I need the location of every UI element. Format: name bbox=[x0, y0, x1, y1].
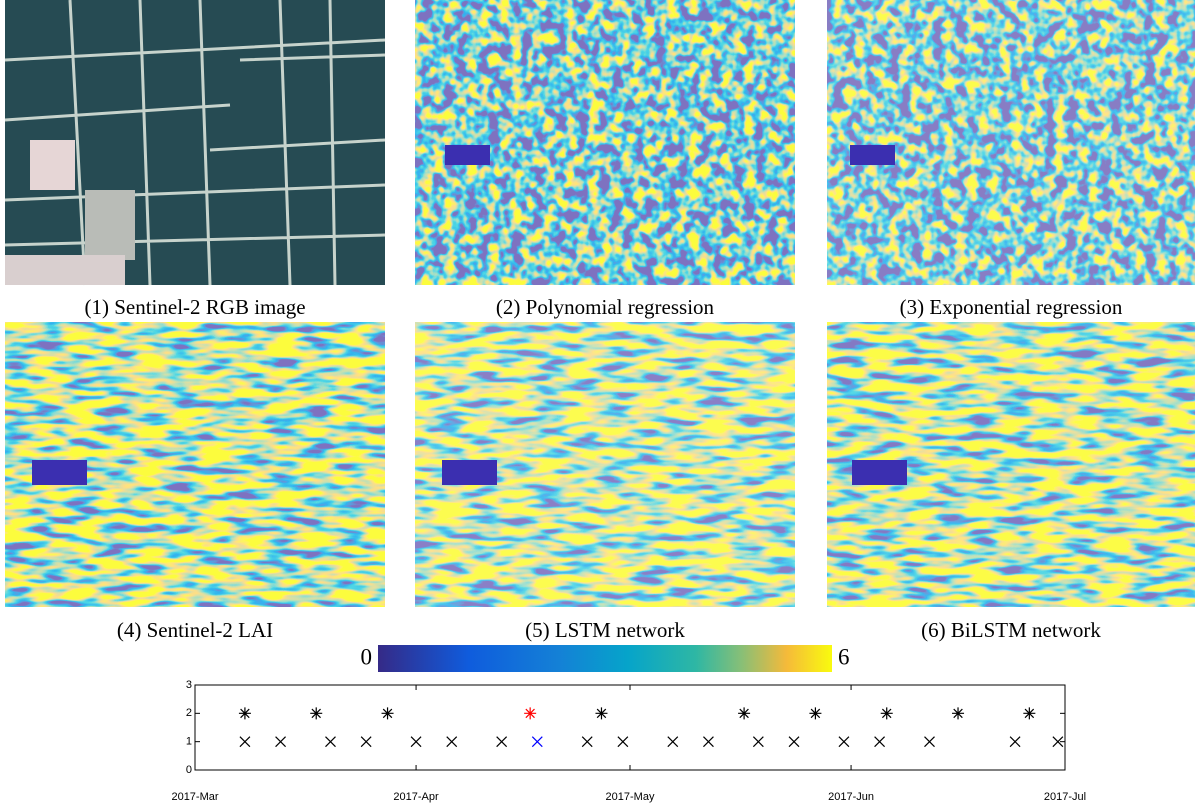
x-tick-label: 2017-Jul bbox=[1044, 791, 1086, 803]
data-point bbox=[881, 707, 893, 719]
caption: (3) Exponential regression bbox=[900, 295, 1123, 319]
data-point bbox=[382, 707, 394, 719]
x-tick-label: 2017-Jun bbox=[828, 791, 874, 803]
heatmap-bilstm bbox=[827, 322, 1195, 607]
y-tick-label: 3 bbox=[186, 679, 192, 691]
colorbar bbox=[378, 645, 832, 672]
data-point bbox=[524, 707, 536, 719]
x-tick-label: 2017-Apr bbox=[393, 791, 439, 803]
data-point bbox=[1023, 707, 1035, 719]
rgb-image bbox=[5, 0, 385, 285]
heatmap-polynomial bbox=[415, 0, 795, 285]
data-point bbox=[809, 707, 821, 719]
caption: (1) Sentinel-2 RGB image bbox=[84, 295, 305, 319]
plot-area bbox=[195, 685, 1065, 770]
x-tick-label: 2017-Mar bbox=[171, 791, 218, 803]
colorbar-tick-label: 6 bbox=[838, 644, 850, 669]
heatmap-exponential bbox=[827, 0, 1195, 285]
data-point bbox=[239, 707, 251, 719]
heatmap-lai bbox=[5, 322, 385, 607]
caption: (4) Sentinel-2 LAI bbox=[117, 618, 273, 642]
y-tick-label: 1 bbox=[186, 736, 192, 748]
data-point bbox=[738, 707, 750, 719]
x-tick-label: 2017-May bbox=[606, 791, 655, 803]
y-tick-label: 2 bbox=[186, 707, 192, 719]
colorbar-tick-label: 0 bbox=[361, 644, 373, 669]
data-point bbox=[595, 707, 607, 719]
heatmap-lstm bbox=[415, 322, 795, 607]
caption: (2) Polynomial regression bbox=[496, 295, 715, 319]
figure: (1) Sentinel-2 RGB image (2) Polynomial … bbox=[0, 0, 1201, 807]
y-tick-label: 0 bbox=[186, 764, 192, 776]
data-point bbox=[310, 707, 322, 719]
data-point bbox=[952, 707, 964, 719]
caption: (5) LSTM network bbox=[525, 618, 685, 642]
caption: (6) BiLSTM network bbox=[921, 618, 1101, 642]
